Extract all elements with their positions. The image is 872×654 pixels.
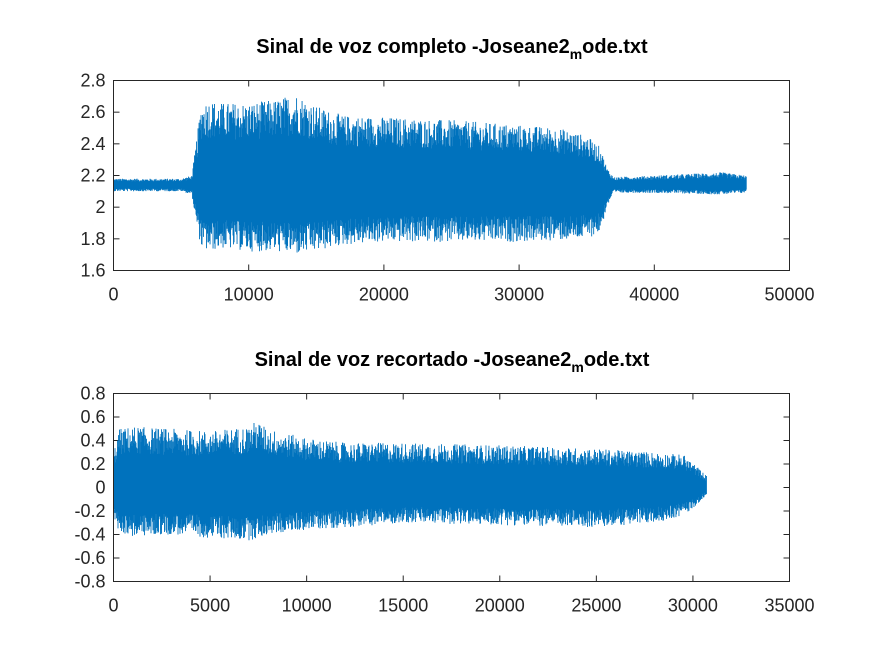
x-tick-label: 5000 <box>190 596 230 616</box>
subplot-cropped-signal: Sinal de voz recortado -Joseane2mode.txt… <box>74 349 814 616</box>
y-tick-label: -0.6 <box>74 548 105 568</box>
title-suffix: ode.txt <box>582 36 648 58</box>
y-tick-label: 0.2 <box>80 454 105 474</box>
y-tick-label: 0 <box>95 478 105 498</box>
y-tick-label: 1.6 <box>80 261 105 281</box>
title-suffix: ode.txt <box>584 349 650 371</box>
y-tick-label: 0.8 <box>80 384 105 404</box>
x-tick-label: 35000 <box>764 596 814 616</box>
title-main: Sinal de voz recortado -Joseane2 <box>255 349 572 371</box>
y-tick-label: 1.8 <box>80 229 105 249</box>
y-tick-label: -0.2 <box>74 501 105 521</box>
axes-frame <box>113 393 790 582</box>
x-tick-label: 25000 <box>571 596 621 616</box>
y-tick-label: 2.4 <box>80 134 105 154</box>
x-tick-label: 30000 <box>494 285 544 305</box>
y-tick-label: -0.4 <box>74 525 105 545</box>
y-tick-label: 2.6 <box>80 102 105 122</box>
x-tick-label: 20000 <box>475 596 525 616</box>
x-tick-label: 15000 <box>378 596 428 616</box>
axes-frame <box>113 80 790 271</box>
y-tick-label: -0.8 <box>74 572 105 592</box>
y-tick-label: 2.8 <box>80 71 105 91</box>
x-tick-label: 0 <box>108 285 118 305</box>
x-tick-label: 10000 <box>282 596 332 616</box>
chart-title: Sinal de voz recortado -Joseane2mode.txt <box>255 349 650 375</box>
y-tick-label: 2.2 <box>80 166 105 186</box>
title-subscript: m <box>571 359 583 375</box>
x-tick-label: 10000 <box>224 285 274 305</box>
y-tick-label: 0.4 <box>80 431 105 451</box>
x-axis: 0 5000 10000 15000 20000 25000 30000 35000 <box>108 393 815 616</box>
y-tick-label: 0.6 <box>80 407 105 427</box>
x-tick-label: 50000 <box>764 285 814 305</box>
x-tick-label: 30000 <box>668 596 718 616</box>
y-axis: 1.6 1.8 2 2.2 2.4 2.6 2.8 <box>80 71 790 281</box>
y-tick-label: 2 <box>95 197 105 217</box>
title-subscript: m <box>570 46 582 62</box>
subplot-complete-signal: Sinal de voz completo -Joseane2mode.txt … <box>80 36 814 305</box>
chart-title: Sinal de voz completo -Joseane2mode.txt <box>256 36 648 62</box>
title-main: Sinal de voz completo -Joseane2 <box>256 36 569 58</box>
x-tick-label: 0 <box>108 596 118 616</box>
x-tick-label: 20000 <box>359 285 409 305</box>
x-tick-label: 40000 <box>629 285 679 305</box>
x-axis: 0 10000 20000 30000 40000 50000 <box>108 80 815 305</box>
